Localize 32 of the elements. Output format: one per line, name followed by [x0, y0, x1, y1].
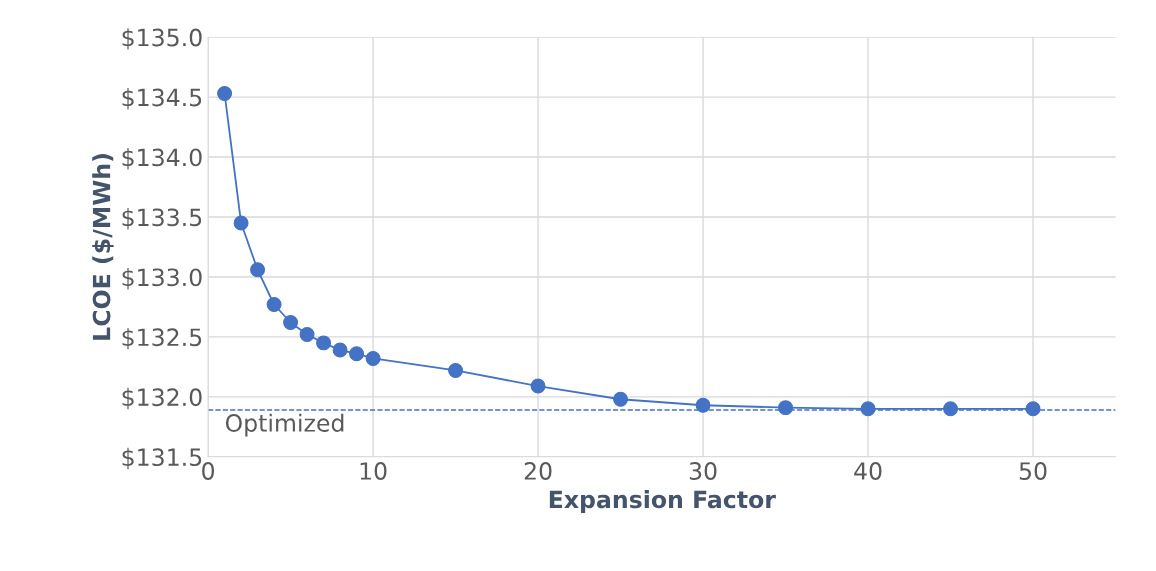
y-tick-label: $132.0: [122, 387, 202, 410]
y-tick-label: $135.0: [122, 28, 202, 50]
y-tick-label: $133.0: [122, 267, 202, 290]
ref-line-label: Optimized: [225, 413, 344, 437]
point: [365, 351, 381, 366]
point: [299, 327, 315, 342]
point: [349, 346, 365, 362]
point: [283, 315, 299, 330]
point: [695, 397, 711, 413]
x-tick-label: 20: [524, 462, 552, 480]
y-tick-label: $132.5: [122, 327, 202, 350]
y-tick-label: $134.0: [122, 148, 202, 170]
x-axis-title: Expansion Factor: [549, 490, 776, 513]
point: [266, 297, 282, 312]
x-tick-label: 40: [854, 462, 882, 480]
point: [217, 86, 233, 101]
x-tick-label: 30: [689, 462, 717, 480]
point: [250, 262, 266, 278]
y-tick-label: $134.5: [122, 88, 202, 110]
x-tick-label: 10: [360, 462, 387, 480]
y-tick-label: $131.5: [122, 447, 202, 470]
point: [613, 391, 629, 407]
y-tick-label: $133.5: [122, 208, 202, 230]
x-tick-label: 0: [202, 462, 215, 480]
point: [448, 363, 464, 378]
point: [316, 335, 332, 351]
point: [332, 342, 348, 358]
point: [778, 400, 794, 416]
point: [530, 378, 546, 394]
y-axis-title: LCOE ($/MWh): [92, 154, 114, 340]
point: [233, 215, 249, 231]
x-tick-label: 50: [1019, 462, 1047, 480]
